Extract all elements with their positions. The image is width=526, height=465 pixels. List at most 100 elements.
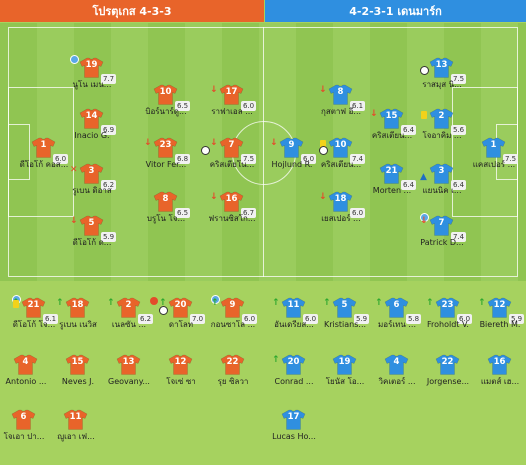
player-rating: 6.0 [303, 314, 319, 324]
player-ab-6[interactable]: 6 ↑ 5.8 มอร์เทน ... [357, 297, 437, 333]
player-h-16[interactable]: 16 ↓ 6.7 ฟรานซิสโก... [192, 191, 272, 227]
substituted-out-icon: ↓ [319, 85, 327, 95]
player-hb-22[interactable]: 22 รุย ซิลวา [193, 354, 273, 390]
player-ab-17[interactable]: 17 Lucas Ho... [254, 409, 334, 445]
player-hb-4[interactable]: 4 Antonio ... [0, 354, 66, 390]
player-hb-13[interactable]: 13 Geovany... [89, 354, 169, 390]
player-hb-11[interactable]: 11 ญูเอา เฟ... [36, 409, 116, 445]
player-rating: 7.5 [241, 154, 257, 164]
jersey-number: 6 [20, 412, 27, 422]
substituted-out-icon: ↓ [144, 138, 152, 148]
player-a-3[interactable]: 3 ▲ 6.4 แยนนิค เ... [402, 163, 482, 199]
player-name: รูเบน ดิอาส [72, 186, 112, 195]
player-a-8[interactable]: 8 ↓ 6.1 กุสตาฟ อี... [301, 84, 381, 120]
player-rating: 7.0 [190, 314, 206, 324]
player-a-13[interactable]: 13 7.5 ราสมุส นิ... [402, 57, 482, 93]
player-a-7[interactable]: 7 ↓ 7.4 Patrick D... [402, 213, 482, 251]
jersey-number: 2 [125, 300, 132, 310]
player-name: คริสเตียน... [320, 160, 362, 169]
jersey-number: 17 [287, 412, 300, 422]
player-rating: 5.9 [354, 314, 370, 324]
player-ab-19[interactable]: 19 โยนัส โอ... [305, 354, 385, 390]
player-jersey: 15 [379, 108, 404, 129]
player-name: Neves J. [61, 377, 95, 386]
player-hb-20[interactable]: 20 ↑ 7.0 ดาโลท [141, 297, 221, 333]
player-ab-4[interactable]: 4 วิคเตอร์ ... [357, 354, 437, 390]
player-ab-12[interactable]: 12 ↑ 5.9 Biereth M. [460, 297, 526, 333]
player-a-18[interactable]: 18 ↓ 6.0 เยสเปอร์ ... [301, 191, 381, 227]
substituted-in-icon: ↑ [56, 298, 64, 308]
player-hb-21[interactable]: 21 ↑ 6.1ดีโอโก้ โจ... [0, 295, 74, 333]
player-h-1[interactable]: 1 6.0 ดีโอโก้ คอส... [4, 137, 84, 173]
player-name: อันเดรียส... [274, 320, 314, 329]
player-hb-6[interactable]: 6 โจเอา ปา... [0, 409, 64, 445]
player-a-15[interactable]: 15 ↓ 6.4 คริสเตียน... [352, 108, 432, 144]
player-a-10[interactable]: 10 7.4 คริสเตียน... [301, 137, 381, 173]
jersey-number: 23 [159, 140, 172, 150]
jersey-icon [79, 215, 104, 236]
player-name: ราฟาเอล ... [211, 107, 253, 116]
jersey-icon [429, 108, 454, 129]
player-h-23[interactable]: 23 ↓ 6.8 Vitor Fer... [126, 137, 206, 173]
jersey-number: 12 [493, 300, 506, 310]
player-jersey: 11 [63, 409, 88, 430]
player-h-3[interactable]: 3 ✕ 6.2 รูเบน ดิอาส [52, 163, 132, 199]
jersey-number: 8 [337, 87, 344, 97]
player-h-19[interactable]: 19 7.7 นูโน เมน... [52, 55, 132, 93]
player-rating: 6.4 [451, 180, 467, 190]
player-a-1[interactable]: 1 7.5 แคสเปอร์ ... [454, 137, 526, 173]
jersey-number: 21 [27, 300, 40, 310]
yellow-card-icon [320, 140, 326, 148]
home-team-header[interactable]: โปรตุเกส 4-3-3 [0, 0, 264, 22]
jersey-icon [21, 297, 46, 318]
jersey-icon [13, 354, 38, 375]
player-ab-22[interactable]: 22 Jorgense... [408, 354, 488, 390]
player-hb-9[interactable]: 9 ↑ 6.0 กอนซาโล ... [193, 295, 273, 333]
player-name: Morten ... [372, 186, 412, 195]
substituted-in-icon: ↑ [272, 355, 280, 365]
player-jersey: 2 [116, 297, 141, 318]
substituted-out-icon: ↓ [210, 138, 218, 148]
player-name: Kristians... [323, 320, 367, 329]
player-ab-5[interactable]: 5 ↑ 5.9 Kristians... [305, 297, 385, 333]
away-team-header[interactable]: 4-2-3-1 เดนมาร์ก [265, 0, 526, 22]
jersey-number: 9 [229, 300, 236, 310]
jersey-icon [384, 297, 409, 318]
player-rating: 6.4 [401, 180, 417, 190]
player-hb-15[interactable]: 15 Neves J. [38, 354, 118, 390]
player-hb-12[interactable]: 12 โจเซ่ ซา [141, 354, 221, 390]
player-h-17[interactable]: 17 ↓ 6.0 ราฟาเอล ... [192, 84, 272, 120]
substituted-out-icon: ↓ [210, 192, 218, 202]
jersey-number: 3 [88, 166, 95, 176]
player-hb-2[interactable]: 2 ↑ 6.2 เนลซัน ... [89, 297, 169, 333]
player-ab-11[interactable]: 11 ↑ 6.0 อันเดรียส... [254, 297, 334, 333]
player-ab-23[interactable]: 23 ↑ 6.0 Froholdt V. [408, 297, 488, 333]
player-h-8[interactable]: 8 6.5 บรูโน โจ... [126, 191, 206, 227]
player-jersey: 17 [281, 409, 306, 430]
jersey-icon [79, 108, 104, 129]
jersey-icon [281, 297, 306, 318]
jersey-icon [31, 137, 56, 158]
jersey-number: 5 [341, 300, 348, 310]
player-ab-16[interactable]: 16 แมตส์ เฮ... [460, 354, 526, 390]
player-ab-20[interactable]: 20 ↑ Conrad ... [254, 354, 334, 390]
player-name: แคสเปอร์ ... [472, 160, 516, 169]
player-h-5[interactable]: 5 ↓ 5.9 ดีโอโก้ ด... [52, 215, 132, 251]
player-name: บิอร์นาร์ดู... [145, 107, 187, 116]
player-jersey: 12 [168, 354, 193, 375]
player-name: ฟรานซิสโก... [208, 214, 256, 223]
player-a-21[interactable]: 21 6.4 Morten ... [352, 163, 432, 199]
player-rating: 5.9 [509, 314, 525, 324]
jersey-number: 10 [159, 87, 172, 97]
player-rating: 6.0 [242, 314, 258, 324]
jersey-icon [116, 297, 141, 318]
player-hb-18[interactable]: 18 ↑ รูเบน เนวิส [38, 297, 118, 333]
player-h-10[interactable]: 10 6.5 บิอร์นาร์ดู... [126, 84, 206, 120]
player-h-14[interactable]: 14 6.9 Inacio G. [52, 108, 132, 144]
player-h-7[interactable]: 7 ↓ 7.5 คริสเตียโน... [192, 137, 272, 173]
jersey-number: 17 [225, 87, 238, 97]
player-a-9[interactable]: 9 ↓ 6.0 Hojlund R. [252, 137, 332, 173]
missed-chance-icon: ✕ [70, 165, 78, 175]
player-a-2[interactable]: 2 5.6 โจอาคิม ... [402, 108, 482, 144]
